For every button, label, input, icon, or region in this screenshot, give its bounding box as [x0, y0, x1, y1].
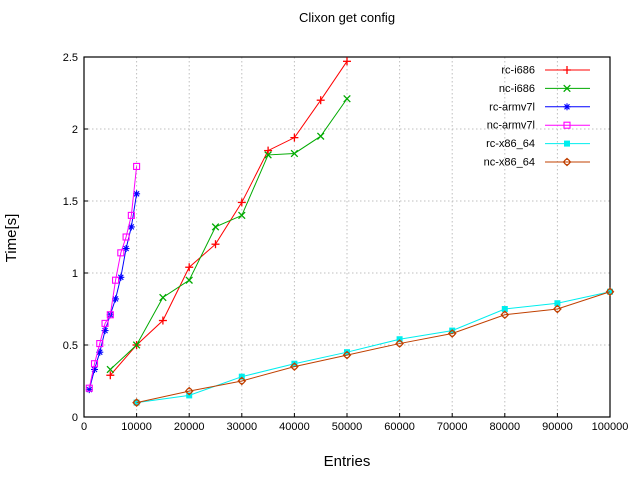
svg-text:10000: 10000 — [121, 421, 152, 433]
svg-text:60000: 60000 — [384, 421, 415, 433]
svg-text:1.5: 1.5 — [63, 196, 78, 208]
svg-text:2: 2 — [72, 124, 78, 136]
svg-text:90000: 90000 — [542, 421, 573, 433]
svg-text:nc-x86_64: nc-x86_64 — [484, 157, 535, 169]
svg-text:Entries: Entries — [324, 453, 371, 470]
svg-text:80000: 80000 — [490, 421, 521, 433]
svg-text:rc-armv7l: rc-armv7l — [489, 101, 535, 113]
svg-text:rc-i686: rc-i686 — [501, 65, 535, 77]
svg-text:2.5: 2.5 — [63, 52, 78, 64]
svg-text:Clixon get config: Clixon get config — [299, 10, 395, 25]
svg-text:1: 1 — [72, 268, 78, 280]
svg-text:0.5: 0.5 — [63, 340, 78, 352]
svg-text:50000: 50000 — [332, 421, 363, 433]
svg-text:0: 0 — [72, 412, 78, 424]
svg-text:rc-x86_64: rc-x86_64 — [486, 138, 535, 150]
svg-text:Time[s]: Time[s] — [3, 214, 20, 263]
svg-text:nc-armv7l: nc-armv7l — [487, 120, 535, 132]
svg-text:0: 0 — [81, 421, 87, 433]
svg-text:70000: 70000 — [437, 421, 468, 433]
svg-text:20000: 20000 — [174, 421, 205, 433]
svg-text:100000: 100000 — [592, 421, 629, 433]
svg-text:nc-i686: nc-i686 — [499, 83, 535, 95]
svg-text:40000: 40000 — [279, 421, 310, 433]
svg-text:30000: 30000 — [227, 421, 258, 433]
